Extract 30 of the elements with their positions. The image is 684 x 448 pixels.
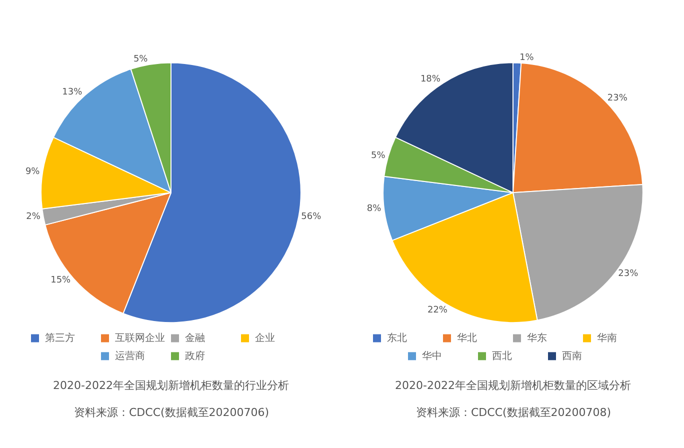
data-label: 1% (520, 52, 534, 63)
legend-label: 东北 (387, 332, 407, 344)
data-label: 5% (371, 151, 386, 162)
legend-label: 华东 (527, 332, 547, 344)
legend-label: 西北 (492, 350, 512, 362)
text: 资料来源：CDCC(数据截至20200706) (74, 406, 270, 419)
data-label: 56% (301, 212, 322, 222)
legend-label: 金融 (185, 332, 205, 344)
text: 2020-2022年全国规划新增机柜数量的行业分析 (53, 379, 289, 392)
legend-label: 运营商 (115, 350, 145, 362)
legend-label: 政府 (185, 350, 205, 362)
data-label: 15% (50, 276, 72, 286)
data-label: 18% (420, 74, 441, 84)
data-label: 2% (26, 212, 41, 222)
data-label: 23% (618, 269, 639, 280)
legend-label: 西南 (562, 350, 582, 362)
data-label: 22% (427, 305, 448, 316)
legend-label: 华北 (457, 332, 477, 344)
legend-label: 第三方 (45, 332, 75, 344)
legend-label: 企业 (255, 332, 275, 344)
legend-label: 华中 (422, 350, 442, 362)
data-label: 5% (133, 54, 148, 64)
data-label: 9% (25, 167, 40, 178)
text: 资料来源：CDCC(数据截至20200708) (416, 406, 612, 419)
text: 2020-2022年全国规划新增机柜数量的区域分析 (395, 379, 631, 392)
data-label: 8% (366, 204, 382, 214)
data-label: 23% (607, 93, 628, 104)
data-label: 13% (62, 87, 83, 98)
legend-label: 互联网企业 (115, 332, 165, 344)
legend-label: 华南 (597, 332, 617, 344)
